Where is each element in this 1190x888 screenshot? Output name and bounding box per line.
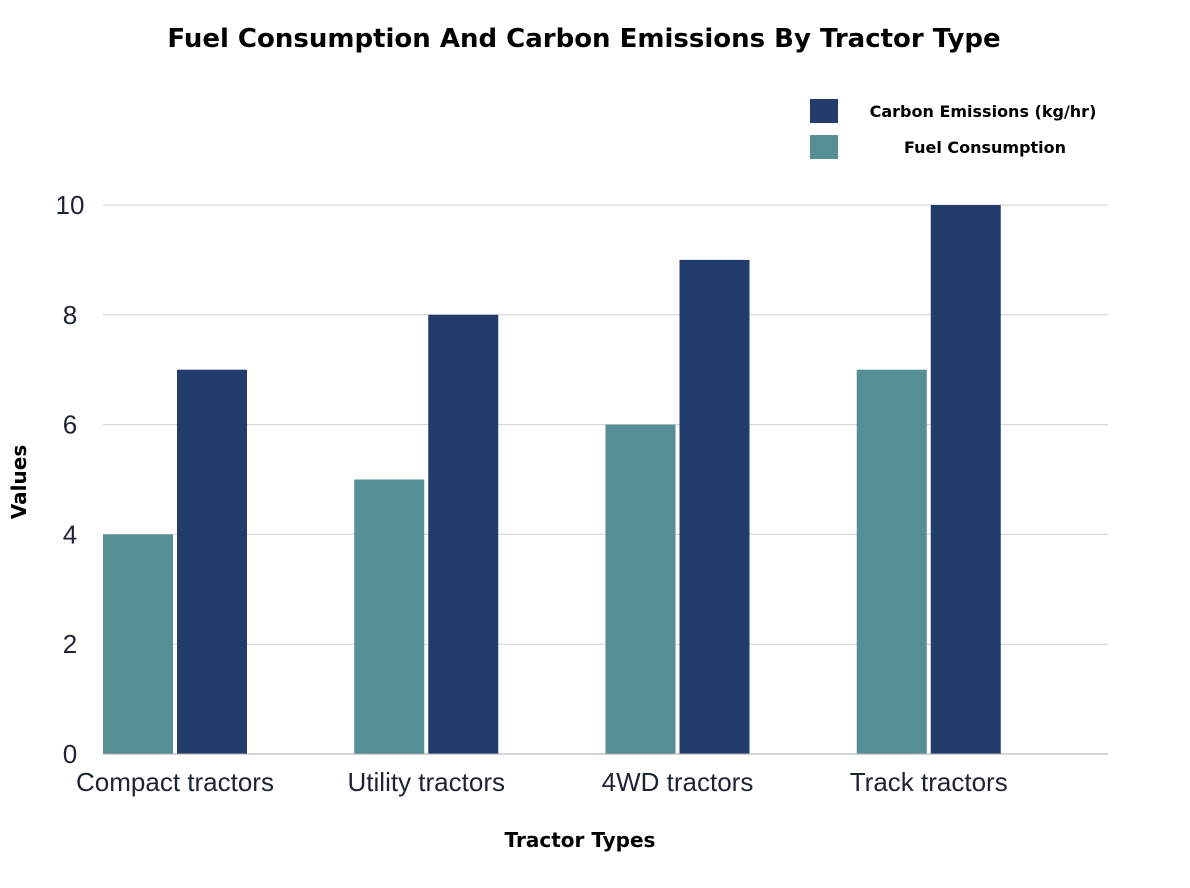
bar bbox=[679, 259, 750, 754]
legend-swatch bbox=[810, 99, 838, 123]
x-tick-label: Utility tractors bbox=[348, 767, 505, 797]
bar bbox=[103, 534, 173, 754]
legend: Carbon Emissions (kg/hr) Fuel Consumption bbox=[810, 99, 1096, 159]
bars bbox=[103, 205, 1001, 754]
y-tick-label: 8 bbox=[63, 300, 77, 330]
legend-swatch bbox=[810, 135, 838, 159]
y-tick-label: 4 bbox=[63, 519, 77, 549]
x-tick-label: Compact tractors bbox=[76, 767, 274, 797]
x-tick-label: 4WD tractors bbox=[602, 767, 754, 797]
bar bbox=[354, 479, 425, 754]
legend-label: Fuel Consumption bbox=[904, 138, 1066, 157]
y-tick-label: 10 bbox=[56, 190, 85, 220]
y-tick-label: 6 bbox=[63, 410, 77, 440]
x-axis-title: Tractor Types bbox=[505, 828, 656, 852]
bar bbox=[605, 424, 676, 754]
bar bbox=[930, 205, 1001, 754]
bar bbox=[428, 314, 499, 754]
y-axis-title: Values bbox=[7, 445, 31, 519]
y-tick-label: 2 bbox=[63, 629, 77, 659]
bar bbox=[177, 369, 247, 754]
x-tick-label: Track tractors bbox=[850, 767, 1008, 797]
bar bbox=[856, 369, 927, 754]
y-axis-ticks: 0 2 4 6 8 10 bbox=[56, 190, 85, 769]
y-tick-label: 0 bbox=[63, 739, 77, 769]
chart-title: Fuel Consumption And Carbon Emissions By… bbox=[167, 24, 1000, 54]
x-axis-categories: Compact tractors Utility tractors 4WD trac… bbox=[76, 767, 1008, 797]
legend-label: Carbon Emissions (kg/hr) bbox=[870, 102, 1097, 121]
